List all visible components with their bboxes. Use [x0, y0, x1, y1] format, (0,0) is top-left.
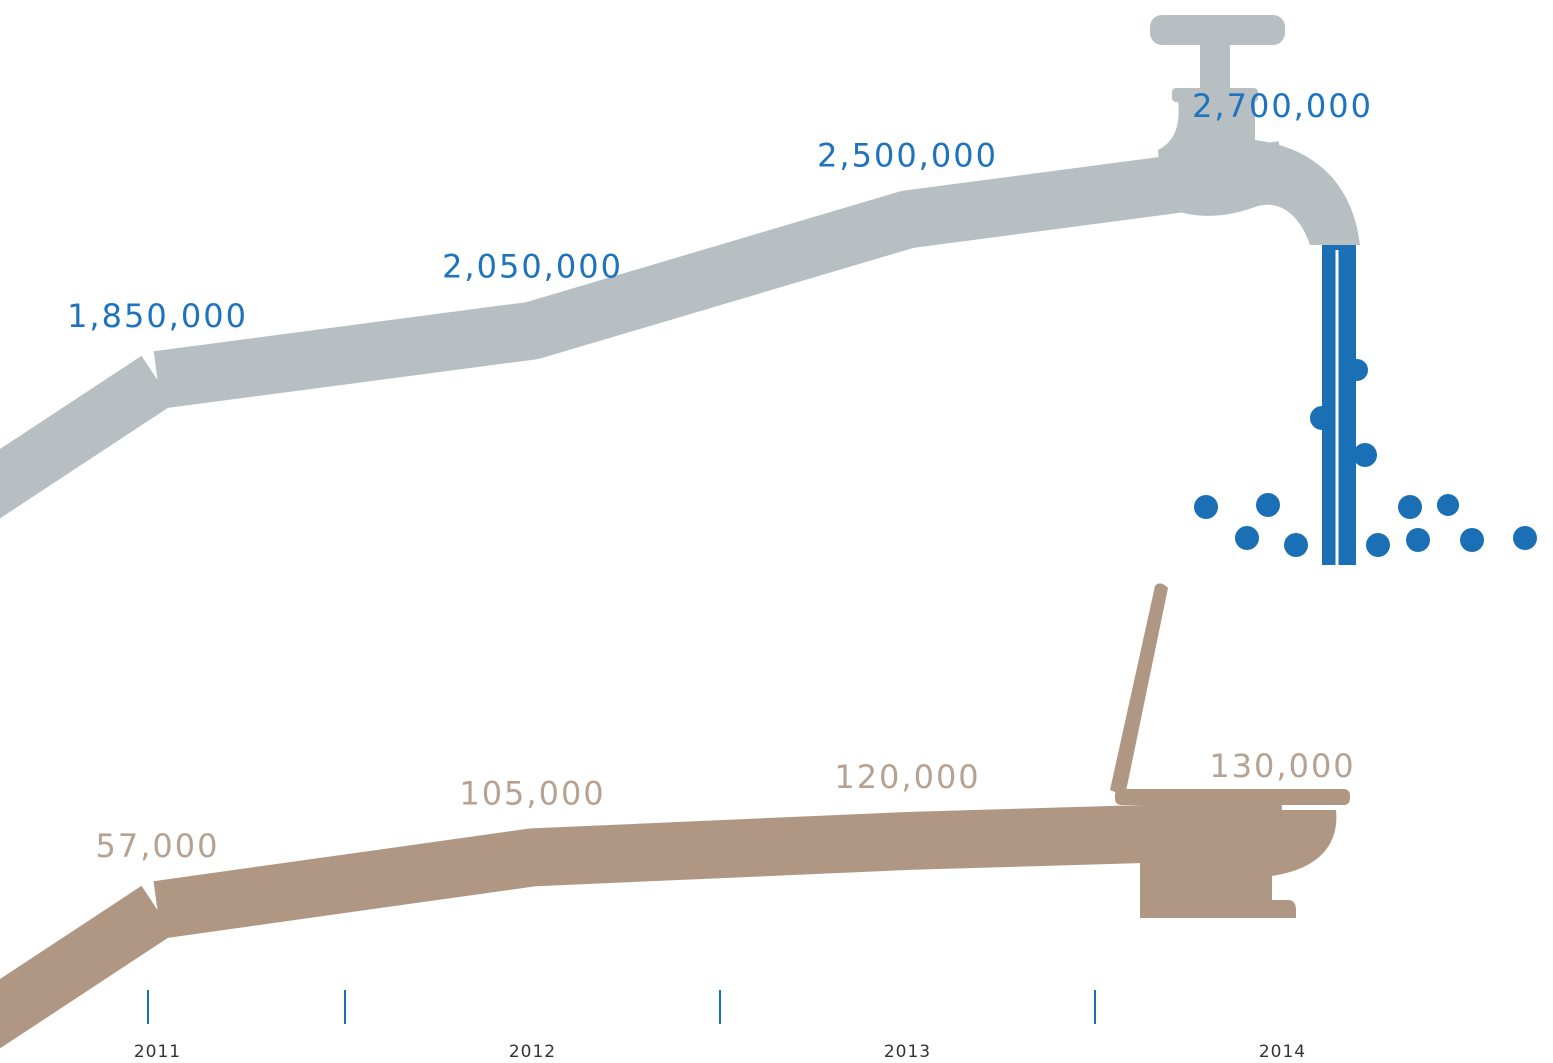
x-tick-label: 2013: [884, 1042, 931, 1062]
x-tick-label: 2011: [134, 1042, 181, 1062]
toilet-bowl: [1140, 810, 1336, 918]
value-label: 1,850,000: [67, 297, 248, 335]
pipe-lead: [0, 380, 158, 510]
drop: [1353, 443, 1377, 467]
drop: [1406, 528, 1430, 552]
axis: 2011 2012 2013 2014: [134, 990, 1306, 1062]
pipe-line: [158, 830, 1283, 910]
drop: [1366, 533, 1390, 557]
value-label: 2,700,000: [1192, 87, 1373, 125]
drop: [1310, 406, 1334, 430]
drop: [1513, 526, 1537, 550]
faucet: [1150, 15, 1360, 245]
pipe-line: [158, 170, 1283, 380]
drop: [1460, 528, 1484, 552]
chart: 2011 2012 2013 2014 1,850,000 2,050,000 2,500…: [0, 0, 1553, 1063]
x-tick-label: 2012: [509, 1042, 556, 1062]
value-label: 120,000: [834, 758, 980, 796]
value-label: 130,000: [1209, 747, 1355, 785]
drop: [1235, 526, 1259, 550]
drop: [1398, 495, 1422, 519]
toilet-lid: [1110, 583, 1168, 796]
drop: [1194, 495, 1218, 519]
page: 2011 2012 2013 2014 1,850,000 2,050,000 2,500…: [0, 0, 1553, 1063]
drop: [1256, 493, 1280, 517]
x-tick-label: 2014: [1259, 1042, 1306, 1062]
drop: [1437, 494, 1459, 516]
value-label: 105,000: [459, 774, 605, 812]
drop: [1346, 359, 1368, 381]
value-label: 2,500,000: [817, 136, 998, 174]
value-label: 57,000: [96, 827, 220, 865]
value-label: 2,050,000: [442, 248, 623, 286]
toilet-seat: [1115, 789, 1350, 805]
water-stream: [1194, 245, 1537, 565]
pipe-lead: [0, 910, 158, 1040]
drop: [1284, 533, 1308, 557]
stream: [1322, 245, 1356, 565]
